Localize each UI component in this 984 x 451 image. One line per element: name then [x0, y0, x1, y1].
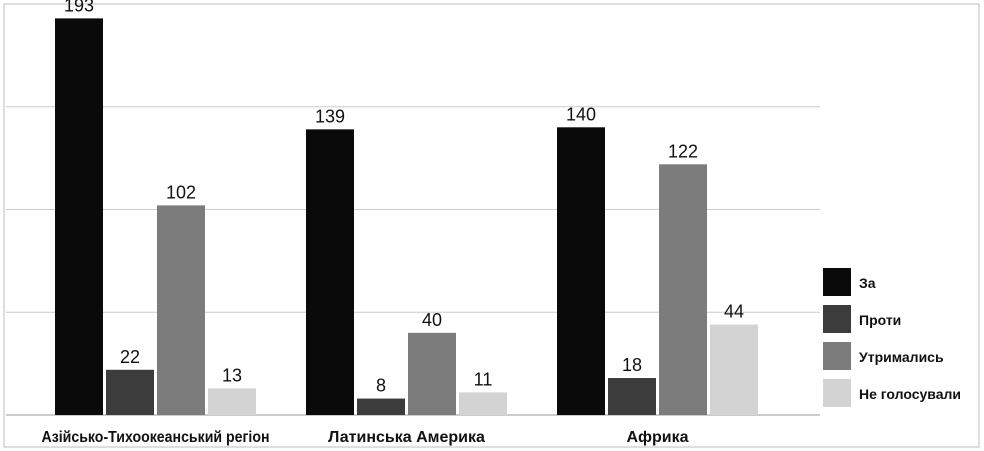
data-label: 102	[166, 182, 196, 202]
bar	[659, 164, 707, 415]
bar	[408, 332, 456, 415]
data-label: 40	[422, 310, 442, 330]
legend-label: За	[859, 275, 876, 291]
bar	[306, 129, 354, 416]
legend-swatch	[823, 342, 851, 370]
legend-label: Утримались	[859, 349, 944, 365]
category-labels: Азійсько-Тихоокеанський регіон Латинська …	[42, 429, 689, 446]
data-label: 122	[668, 141, 698, 161]
data-label: 22	[120, 347, 140, 367]
bar	[608, 378, 656, 415]
legend-swatch	[823, 379, 851, 407]
data-label: 11	[474, 369, 493, 389]
data-label: 140	[566, 104, 596, 124]
bar	[208, 388, 256, 415]
data-label: 8	[376, 376, 386, 396]
bar	[557, 127, 605, 416]
bar	[55, 18, 103, 415]
category-label: Азійсько-Тихоокеанський регіон	[42, 429, 270, 446]
bar	[106, 369, 154, 415]
bar	[157, 205, 205, 415]
data-label: 139	[315, 106, 345, 126]
bar	[459, 392, 507, 415]
data-labels: 193 22 102 13 139 8 40 11 140 18 122 44	[64, 0, 744, 396]
category-label: Африка	[626, 429, 688, 446]
bar	[357, 398, 405, 415]
legend-label: Не голосували	[859, 386, 961, 402]
legend-swatch	[823, 305, 851, 333]
data-label: 193	[64, 0, 94, 15]
data-label: 44	[724, 302, 744, 322]
legend-label: Проти	[859, 312, 901, 328]
bars	[55, 18, 758, 416]
data-label: 18	[622, 355, 642, 375]
legend: За Проти Утримались Не голосували	[823, 268, 961, 407]
legend-swatch	[823, 268, 851, 296]
data-label: 13	[222, 365, 242, 385]
category-label: Латинська Америка	[328, 429, 485, 446]
bar	[710, 324, 758, 415]
